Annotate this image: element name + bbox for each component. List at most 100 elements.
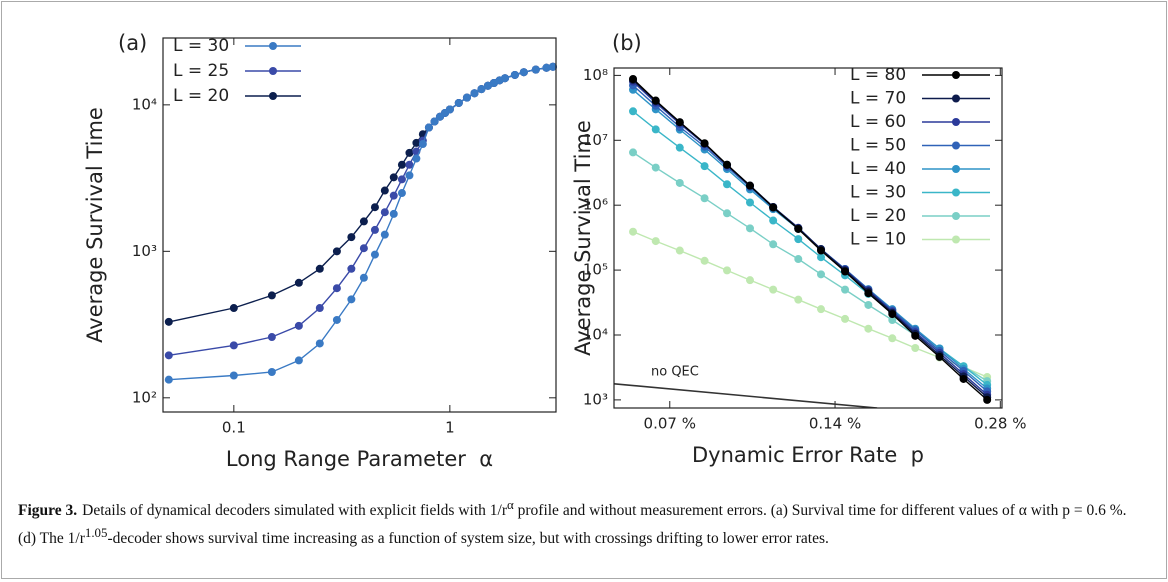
point	[294, 321, 303, 330]
y-tick-label: 10³	[132, 242, 157, 260]
point	[405, 148, 414, 157]
point	[483, 81, 492, 90]
point	[229, 371, 238, 380]
point	[888, 310, 897, 319]
point	[164, 317, 173, 326]
point	[424, 123, 433, 132]
legend-marker	[952, 188, 960, 197]
point	[745, 181, 754, 190]
point	[294, 278, 303, 287]
point	[380, 230, 389, 239]
point	[841, 285, 850, 294]
panel-label: (b)	[612, 31, 642, 55]
y-tick-label: 10⁶	[583, 196, 608, 214]
legend-label: L = 40	[850, 159, 906, 179]
legend-label: L = 10	[850, 230, 906, 250]
legend-label: L = 80	[850, 65, 906, 85]
point	[745, 276, 754, 285]
legend-label: L = 20	[173, 86, 229, 106]
y-tick-label: 10³	[583, 390, 608, 408]
point	[959, 374, 968, 383]
point	[315, 339, 324, 348]
point	[347, 295, 356, 304]
plot-frame	[162, 37, 557, 413]
point	[164, 351, 173, 360]
point	[629, 107, 638, 116]
point	[700, 256, 709, 265]
annotation-label: no QEC	[651, 364, 699, 379]
series-line	[632, 231, 988, 378]
point	[267, 333, 276, 342]
point	[370, 250, 379, 259]
legend-label: L = 70	[850, 89, 906, 109]
point	[229, 341, 238, 350]
point	[412, 138, 421, 147]
point	[470, 89, 479, 98]
point	[542, 63, 551, 72]
point	[389, 209, 398, 218]
legend-marker	[952, 212, 960, 220]
point	[794, 224, 803, 233]
point	[418, 140, 427, 149]
point	[412, 154, 421, 163]
panel-label: (a)	[118, 31, 147, 55]
point	[935, 352, 944, 361]
point	[405, 171, 414, 180]
point	[389, 191, 398, 200]
legend-marker	[269, 92, 277, 100]
caption-sup: α	[506, 497, 514, 512]
legend-marker	[269, 42, 277, 50]
point	[315, 264, 324, 273]
point	[817, 305, 826, 314]
point	[359, 217, 368, 226]
point	[430, 117, 439, 126]
legend-label: L = 50	[850, 136, 906, 156]
caption-text: Details of dynamical decoders simulated …	[82, 502, 507, 520]
plot-frame	[613, 67, 1003, 409]
point	[675, 246, 684, 255]
point	[397, 160, 406, 169]
caption-text: -decoder shows survival time increasing …	[107, 530, 829, 548]
point	[347, 233, 356, 242]
caption-text: profile and without measurement errors. …	[18, 502, 1127, 548]
x-axis-label: Long Range Parameter α	[226, 447, 493, 471]
point	[817, 246, 826, 255]
point	[651, 163, 660, 172]
point	[794, 235, 803, 244]
legend-marker	[952, 165, 960, 173]
point	[347, 264, 356, 273]
point	[462, 93, 471, 102]
point	[888, 316, 897, 325]
legend-label: L = 60	[850, 112, 906, 132]
point	[769, 216, 778, 225]
point	[864, 300, 873, 309]
point	[359, 273, 368, 282]
point	[332, 284, 341, 293]
point	[911, 344, 920, 353]
point	[267, 291, 276, 300]
series-line	[168, 66, 554, 356]
point	[745, 224, 754, 233]
point	[864, 289, 873, 298]
y-axis-label: Average Survival Time	[571, 120, 595, 356]
legend-marker	[952, 141, 960, 150]
point	[370, 203, 379, 212]
point	[389, 173, 398, 182]
y-tick-label: 10⁸	[583, 66, 608, 84]
point	[629, 227, 638, 236]
point	[397, 175, 406, 184]
point	[229, 304, 238, 313]
point	[445, 105, 454, 114]
legend-marker	[269, 67, 277, 75]
point	[164, 375, 173, 384]
x-tick-label: 0.07 %	[644, 415, 696, 433]
caption-label: Figure 3.	[18, 502, 78, 520]
point	[332, 247, 341, 256]
legend-label: L = 30	[850, 183, 906, 203]
point	[817, 253, 826, 262]
point	[651, 125, 660, 134]
point	[267, 368, 276, 377]
point	[629, 148, 638, 157]
legend-marker	[952, 94, 960, 103]
